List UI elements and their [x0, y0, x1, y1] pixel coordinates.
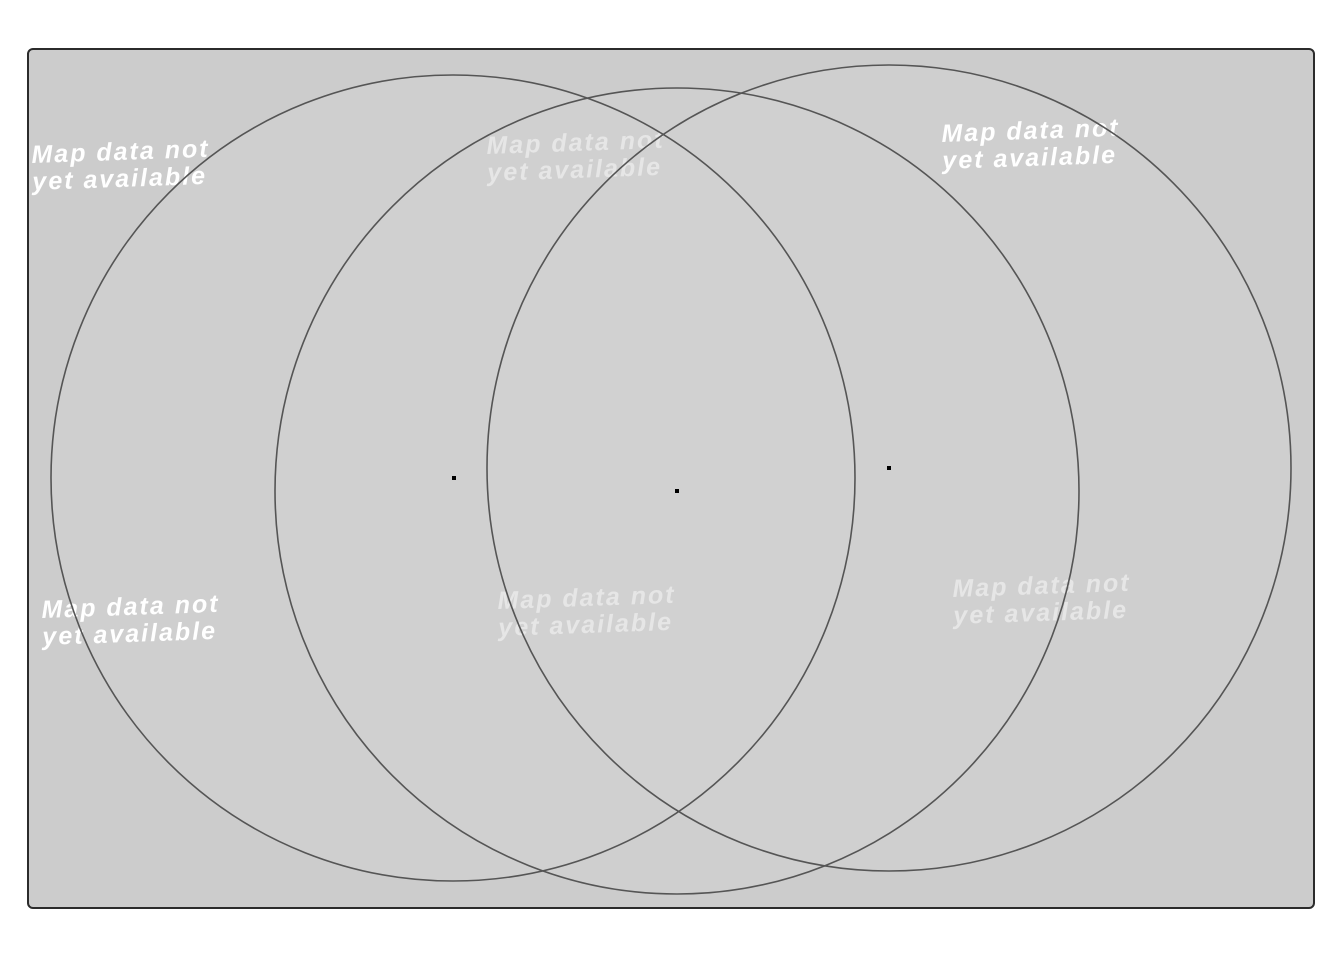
left-range-ring	[50, 74, 856, 882]
center-range-ring	[274, 87, 1080, 895]
right-range-ring	[486, 64, 1292, 872]
right-center-marker[interactable]	[887, 466, 891, 470]
left-center-marker[interactable]	[452, 476, 456, 480]
center-marker[interactable]	[675, 489, 679, 493]
